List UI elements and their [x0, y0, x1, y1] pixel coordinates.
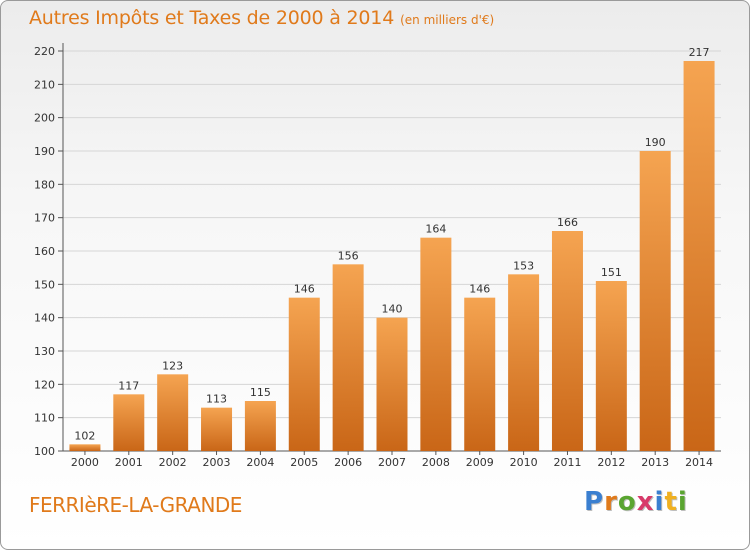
x-tick-label: 2010 [510, 456, 538, 469]
x-tick-label: 2003 [203, 456, 231, 469]
y-tick-label: 210 [34, 78, 55, 91]
logo-letter: P [584, 487, 605, 517]
logo-letter: i [677, 487, 688, 517]
y-tick-label: 170 [34, 212, 55, 225]
x-tick-label: 2004 [246, 456, 274, 469]
logo-letter: o [617, 487, 637, 517]
data-label: 153 [513, 259, 534, 272]
x-tick-label: 2012 [597, 456, 625, 469]
data-label: 151 [601, 266, 622, 279]
proxiti-logo: Proxiti [584, 487, 688, 517]
chart-title-unit: (en milliers d'€) [400, 13, 495, 27]
x-tick-label: 2001 [115, 456, 143, 469]
y-tick-label: 150 [34, 278, 55, 291]
chart-title-main: Autres Impôts et Taxes de 2000 à 2014 [29, 7, 395, 29]
bar [244, 401, 276, 451]
x-tick-label: 2007 [378, 456, 406, 469]
labels: 1001101201301401501601701801902002102201… [34, 45, 713, 469]
y-tick-label: 120 [34, 378, 55, 391]
data-label: 146 [294, 283, 315, 296]
bar [69, 444, 101, 451]
data-label: 166 [557, 216, 578, 229]
data-label: 115 [250, 386, 271, 399]
bars [69, 61, 715, 451]
bar [376, 317, 408, 451]
bar [508, 274, 540, 451]
x-tick-label: 2014 [685, 456, 713, 469]
data-label: 164 [425, 223, 446, 236]
data-label: 146 [469, 283, 490, 296]
bar [157, 374, 189, 451]
data-label: 113 [206, 393, 227, 406]
data-label: 190 [645, 136, 666, 149]
y-tick-label: 100 [34, 445, 55, 458]
y-tick-label: 200 [34, 112, 55, 125]
bar [639, 151, 671, 451]
logo-letter: x [636, 487, 655, 517]
x-tick-label: 2009 [466, 456, 494, 469]
logo-letter: i [654, 487, 665, 517]
y-tick-label: 110 [34, 412, 55, 425]
y-tick-label: 130 [34, 345, 55, 358]
data-label: 217 [689, 46, 710, 59]
data-label: 117 [118, 379, 139, 392]
logo-letter: t [664, 487, 678, 517]
y-tick-label: 180 [34, 178, 55, 191]
bar [420, 237, 452, 451]
bar [113, 394, 145, 451]
y-tick-label: 190 [34, 145, 55, 158]
chart-title: Autres Impôts et Taxes de 2000 à 2014 (en… [29, 7, 494, 29]
logo-letter: r [604, 487, 618, 517]
x-tick-label: 2002 [159, 456, 187, 469]
data-label: 123 [162, 359, 183, 372]
data-label: 140 [382, 303, 403, 316]
bar [201, 407, 233, 451]
x-tick-label: 2013 [641, 456, 669, 469]
place-name: FERRIèRE-LA-GRANDE [29, 493, 242, 517]
x-tick-label: 2011 [553, 456, 581, 469]
bar [551, 231, 583, 451]
bar [332, 264, 364, 451]
data-label: 156 [338, 249, 359, 262]
x-tick-label: 2006 [334, 456, 362, 469]
bar [595, 281, 627, 451]
bar [288, 297, 320, 451]
x-tick-label: 2008 [422, 456, 450, 469]
y-tick-label: 160 [34, 245, 55, 258]
y-tick-label: 140 [34, 312, 55, 325]
bar [683, 61, 715, 451]
bar [464, 297, 496, 451]
x-tick-label: 2000 [71, 456, 99, 469]
y-tick-label: 220 [34, 45, 55, 58]
x-tick-label: 2005 [290, 456, 318, 469]
data-label: 102 [74, 429, 95, 442]
